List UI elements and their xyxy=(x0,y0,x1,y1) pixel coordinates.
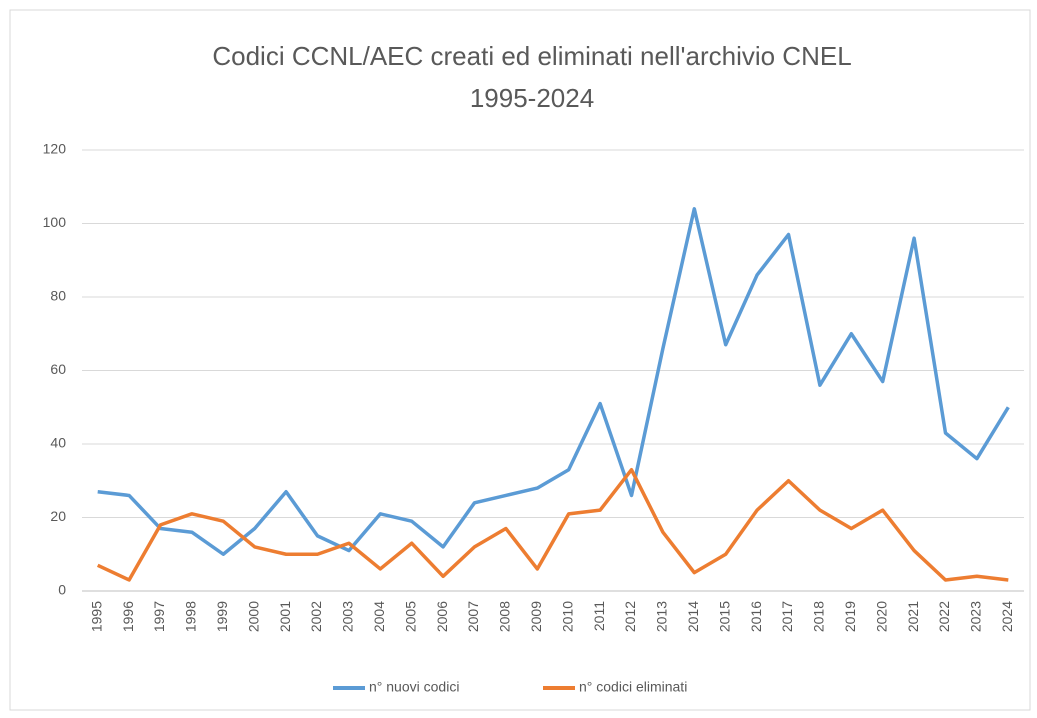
series-line xyxy=(97,207,1010,556)
y-tick-label: 0 xyxy=(58,582,66,598)
x-tick-label: 2024 xyxy=(999,601,1015,632)
y-tick-label: 100 xyxy=(43,214,67,230)
x-tick-label: 1999 xyxy=(214,601,230,632)
x-tick-label: 2010 xyxy=(559,601,575,632)
x-tick-label: 2005 xyxy=(402,601,418,632)
x-tick-label: 2002 xyxy=(308,601,324,632)
x-tick-label: 2018 xyxy=(811,601,827,632)
x-tick-label: 2014 xyxy=(685,601,701,632)
x-tick-label: 2021 xyxy=(905,601,921,632)
x-tick-label: 1998 xyxy=(183,601,199,632)
x-tick-label: 2001 xyxy=(277,601,293,632)
y-tick-label: 120 xyxy=(43,141,67,157)
x-tick-label: 1997 xyxy=(151,601,167,632)
chart-title: Codici CCNL/AEC creati ed eliminati nell… xyxy=(212,41,851,71)
x-tick-label: 2017 xyxy=(779,601,795,632)
x-tick-label: 2007 xyxy=(465,601,481,632)
x-tick-label: 2004 xyxy=(371,601,387,632)
x-tick-label: 2012 xyxy=(622,601,638,632)
x-tick-label: 2008 xyxy=(497,601,513,632)
y-tick-label: 60 xyxy=(50,361,66,377)
x-tick-label: 1995 xyxy=(88,601,104,632)
x-tick-label: 2003 xyxy=(340,601,356,632)
x-tick-label: 2022 xyxy=(936,601,952,632)
series-line xyxy=(96,467,1009,582)
x-tick-label: 2013 xyxy=(654,601,670,632)
x-tick-label: 2011 xyxy=(591,601,607,631)
y-tick-label: 80 xyxy=(50,288,66,304)
x-tick-label: 2023 xyxy=(968,601,984,632)
x-tick-label: 2016 xyxy=(748,601,764,632)
y-tick-label: 20 xyxy=(50,508,66,524)
y-tick-label: 40 xyxy=(50,435,66,451)
x-tick-label: 2015 xyxy=(716,601,732,632)
x-tick-label: 2000 xyxy=(245,601,261,632)
x-tick-label: 2020 xyxy=(873,601,889,632)
chart-subtitle: 1995-2024 xyxy=(470,83,594,113)
chart-frame xyxy=(9,9,1031,711)
legend-label: n° codici eliminati xyxy=(579,679,687,695)
x-tick-label: 2009 xyxy=(528,601,544,632)
x-tick-label: 2019 xyxy=(842,601,858,632)
x-tick-label: 2006 xyxy=(434,601,450,632)
x-tick-label: 1996 xyxy=(120,601,136,632)
legend-label: n° nuovi codici xyxy=(369,679,459,695)
